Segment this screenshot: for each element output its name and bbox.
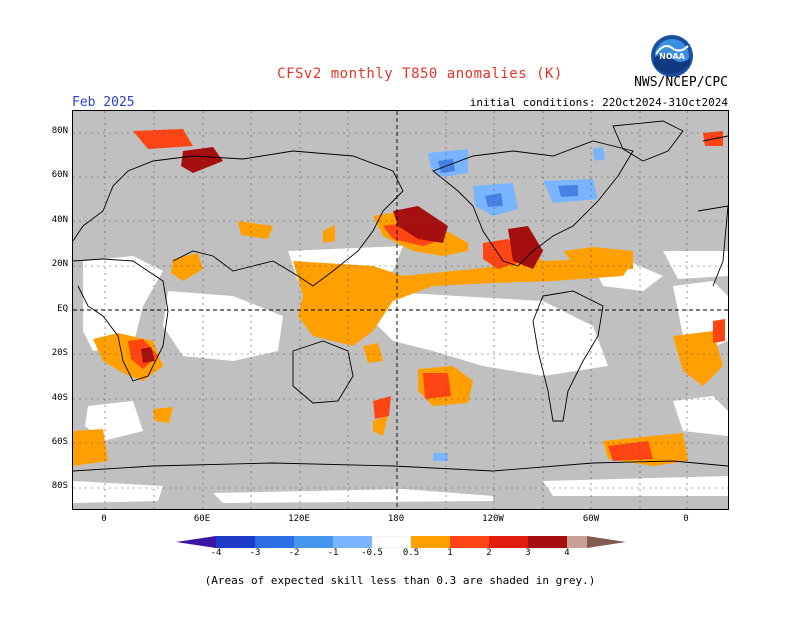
svg-text:NOAA: NOAA: [659, 52, 685, 61]
lat-label: 40N: [51, 215, 68, 225]
lat-label: 20N: [51, 259, 68, 269]
colorbar-cell: [176, 536, 216, 548]
lat-label: 60S: [51, 437, 68, 447]
colorbar-label: 3: [525, 548, 531, 558]
lat-label: 60N: [51, 170, 68, 180]
lon-label: 120E: [288, 514, 310, 524]
anomaly-map-svg: [73, 111, 728, 509]
colorbar-cell: [371, 536, 412, 548]
colorbar-label: -1: [327, 548, 339, 558]
forecast-month: Feb 2025: [72, 95, 135, 110]
colorbar-cell: [450, 536, 489, 548]
lat-label: 80S: [51, 481, 68, 491]
lon-label: 60W: [582, 514, 600, 524]
lon-label: 0: [101, 514, 107, 524]
lon-label: 60E: [193, 514, 211, 524]
colorbar-label: 1: [447, 548, 453, 558]
lon-label: 180: [387, 514, 405, 524]
lat-label: 80N: [51, 126, 68, 136]
lon-label: 120W: [482, 514, 504, 524]
lat-label: EQ: [57, 304, 68, 314]
colorbar-label: 4: [564, 548, 570, 558]
colorbar-cell: [528, 536, 567, 548]
colorbar-label: -3: [249, 548, 261, 558]
lon-label: 0: [683, 514, 689, 524]
colorbar: [176, 536, 626, 548]
colorbar-cell: [294, 536, 333, 548]
colorbar-cell: [567, 536, 587, 548]
colorbar-cell: [411, 536, 450, 548]
footnote: (Areas of expected skill less than 0.3 a…: [204, 574, 596, 587]
colorbar-cell: [255, 536, 294, 548]
anomaly-map: [72, 110, 729, 510]
lat-label: 40S: [51, 393, 68, 403]
colorbar-label: 0.5: [402, 548, 420, 558]
colorbar-label: 2: [486, 548, 492, 558]
colorbar-cell: [587, 536, 626, 548]
colorbar-label: -2: [288, 548, 300, 558]
colorbar-cell: [216, 536, 255, 548]
colorbar-cell: [333, 536, 372, 548]
coastlines: [73, 120, 728, 472]
noaa-logo-icon: NOAA: [651, 35, 693, 77]
colorbar-label: -0.5: [361, 548, 383, 558]
initial-conditions: initial conditions: 22Oct2024-31Oct2024: [469, 96, 728, 109]
chart-title: CFSv2 monthly T850 anomalies (K): [277, 66, 563, 82]
colorbar-label: -4: [210, 548, 222, 558]
lat-label: 20S: [51, 348, 68, 358]
very-strong-warm-regions: [141, 147, 543, 363]
colorbar-cell: [489, 536, 528, 548]
agency-label: NWS/NCEP/CPC: [634, 75, 728, 90]
